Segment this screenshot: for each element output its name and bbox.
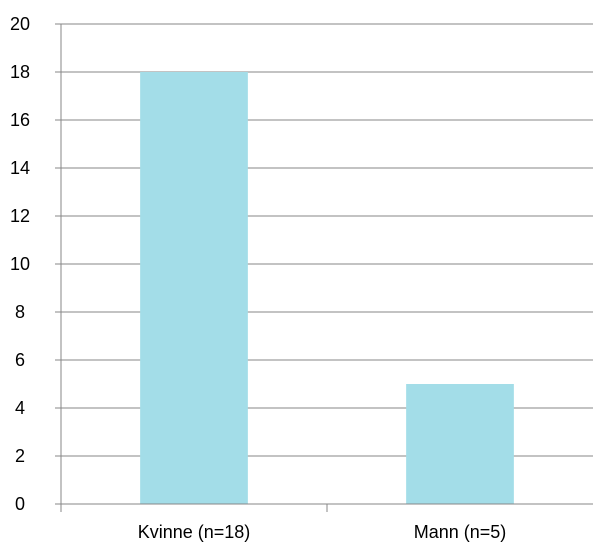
y-tick-label: 20 [10, 14, 30, 34]
x-category-label: Kvinne (n=18) [138, 522, 251, 542]
y-tick-label: 18 [10, 62, 30, 82]
y-tick-label: 14 [10, 158, 30, 178]
bars [140, 72, 514, 504]
y-tick-label: 6 [15, 350, 25, 370]
x-category-label: Mann (n=5) [414, 522, 507, 542]
y-tick-label: 0 [15, 494, 25, 514]
bar [406, 384, 514, 504]
y-tick-label: 12 [10, 206, 30, 226]
y-tick-label: 4 [15, 398, 25, 418]
bar [140, 72, 248, 504]
y-tick-label: 8 [15, 302, 25, 322]
y-tick-label: 2 [15, 446, 25, 466]
tick-labels: 0 2 4 6 8 10 12 14 16 18 20 Kvinne (n=18) Mann (n=5) [10, 14, 506, 542]
y-tick-label: 10 [10, 254, 30, 274]
y-tick-label: 16 [10, 110, 30, 130]
axes [55, 23, 593, 512]
